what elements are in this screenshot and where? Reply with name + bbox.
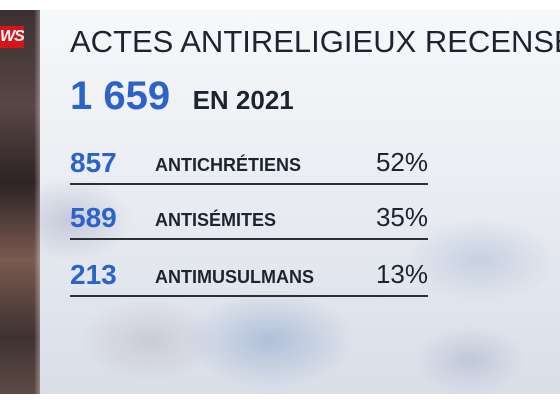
channel-logo: WS <box>0 26 24 48</box>
stat-label: ANTIMUSULMANS <box>155 267 314 287</box>
stat-row-antimusulmans: 213 ANTIMUSULMANS 13% <box>70 259 428 297</box>
stat-count: 857 <box>70 147 117 178</box>
background-photo-strip: WS <box>0 10 40 394</box>
stat-percent: 13% <box>375 259 428 289</box>
stat-percent: 35% <box>375 202 428 232</box>
total-year-label: EN 2021 <box>192 85 294 115</box>
stat-row-antisemites: 589 ANTISÉMITES 35% <box>70 202 428 240</box>
stat-label: ANTICHRÉTIENS <box>155 155 302 175</box>
stat-label: ANTISÉMITES <box>155 210 277 230</box>
infographic-frame: WS ACTES ANTIRELIGIEUX RECENSÉS 1 659 EN… <box>0 10 560 394</box>
infographic-title: ACTES ANTIRELIGIEUX RECENSÉS <box>70 24 560 59</box>
total-row: 1 659 EN 2021 <box>70 74 294 124</box>
total-value: 1 659 <box>70 74 171 118</box>
stat-count: 589 <box>70 202 117 233</box>
stat-percent: 52% <box>375 147 428 177</box>
stat-count: 213 <box>70 259 117 290</box>
stat-row-antichretiens: 857 ANTICHRÉTIENS 52% <box>70 147 428 185</box>
